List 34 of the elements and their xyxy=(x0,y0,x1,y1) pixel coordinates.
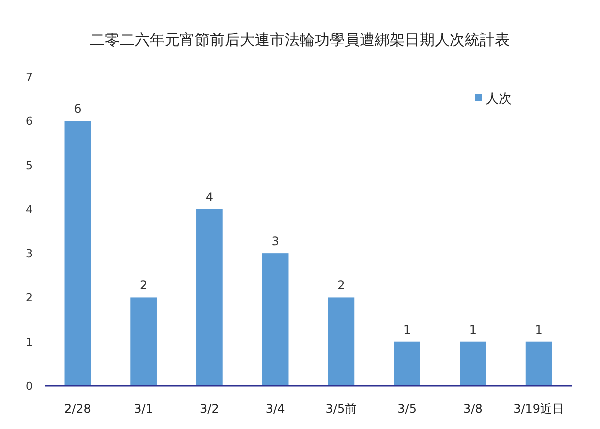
x-tick-label: 3/4 xyxy=(266,402,286,416)
data-label: 1 xyxy=(403,322,412,337)
y-tick-label: 7 xyxy=(26,71,33,84)
data-label: 3 xyxy=(272,234,280,249)
data-label: 1 xyxy=(535,322,543,337)
y-tick-label: 3 xyxy=(26,248,33,261)
data-label: 6 xyxy=(74,102,82,116)
bar xyxy=(262,254,289,386)
y-tick-label: 4 xyxy=(26,203,33,216)
y-tick-label: 0 xyxy=(26,380,33,393)
data-label: 2 xyxy=(140,278,148,293)
bar xyxy=(328,298,355,386)
data-label: 1 xyxy=(469,322,478,337)
bar xyxy=(64,121,92,386)
x-tick-label: 3/19近日 xyxy=(514,402,565,416)
bar xyxy=(130,298,157,386)
x-tick-label: 3/8 xyxy=(464,402,483,416)
x-tick-label: 3/1 xyxy=(134,402,154,416)
y-tick-label: 2 xyxy=(26,292,33,305)
x-tick-label: 3/5前 xyxy=(326,402,358,416)
legend-label: 人次 xyxy=(486,92,512,107)
y-tick-label: 1 xyxy=(26,336,33,349)
data-label: 2 xyxy=(338,278,346,293)
x-tick-label: 2/28 xyxy=(64,402,92,416)
bar xyxy=(196,209,223,386)
x-tick-label: 3/2 xyxy=(200,402,220,416)
bar xyxy=(460,342,486,386)
y-tick-label: 6 xyxy=(26,115,33,128)
bar xyxy=(526,342,552,386)
bar xyxy=(394,342,420,386)
x-tick-label: 3/5 xyxy=(398,402,417,416)
chart-title: 二零二六年元宵節前后大連市法輪功學員遭綁架日期人次統計表 xyxy=(90,31,510,49)
data-label: 4 xyxy=(206,190,214,204)
y-tick-label: 5 xyxy=(26,159,33,172)
